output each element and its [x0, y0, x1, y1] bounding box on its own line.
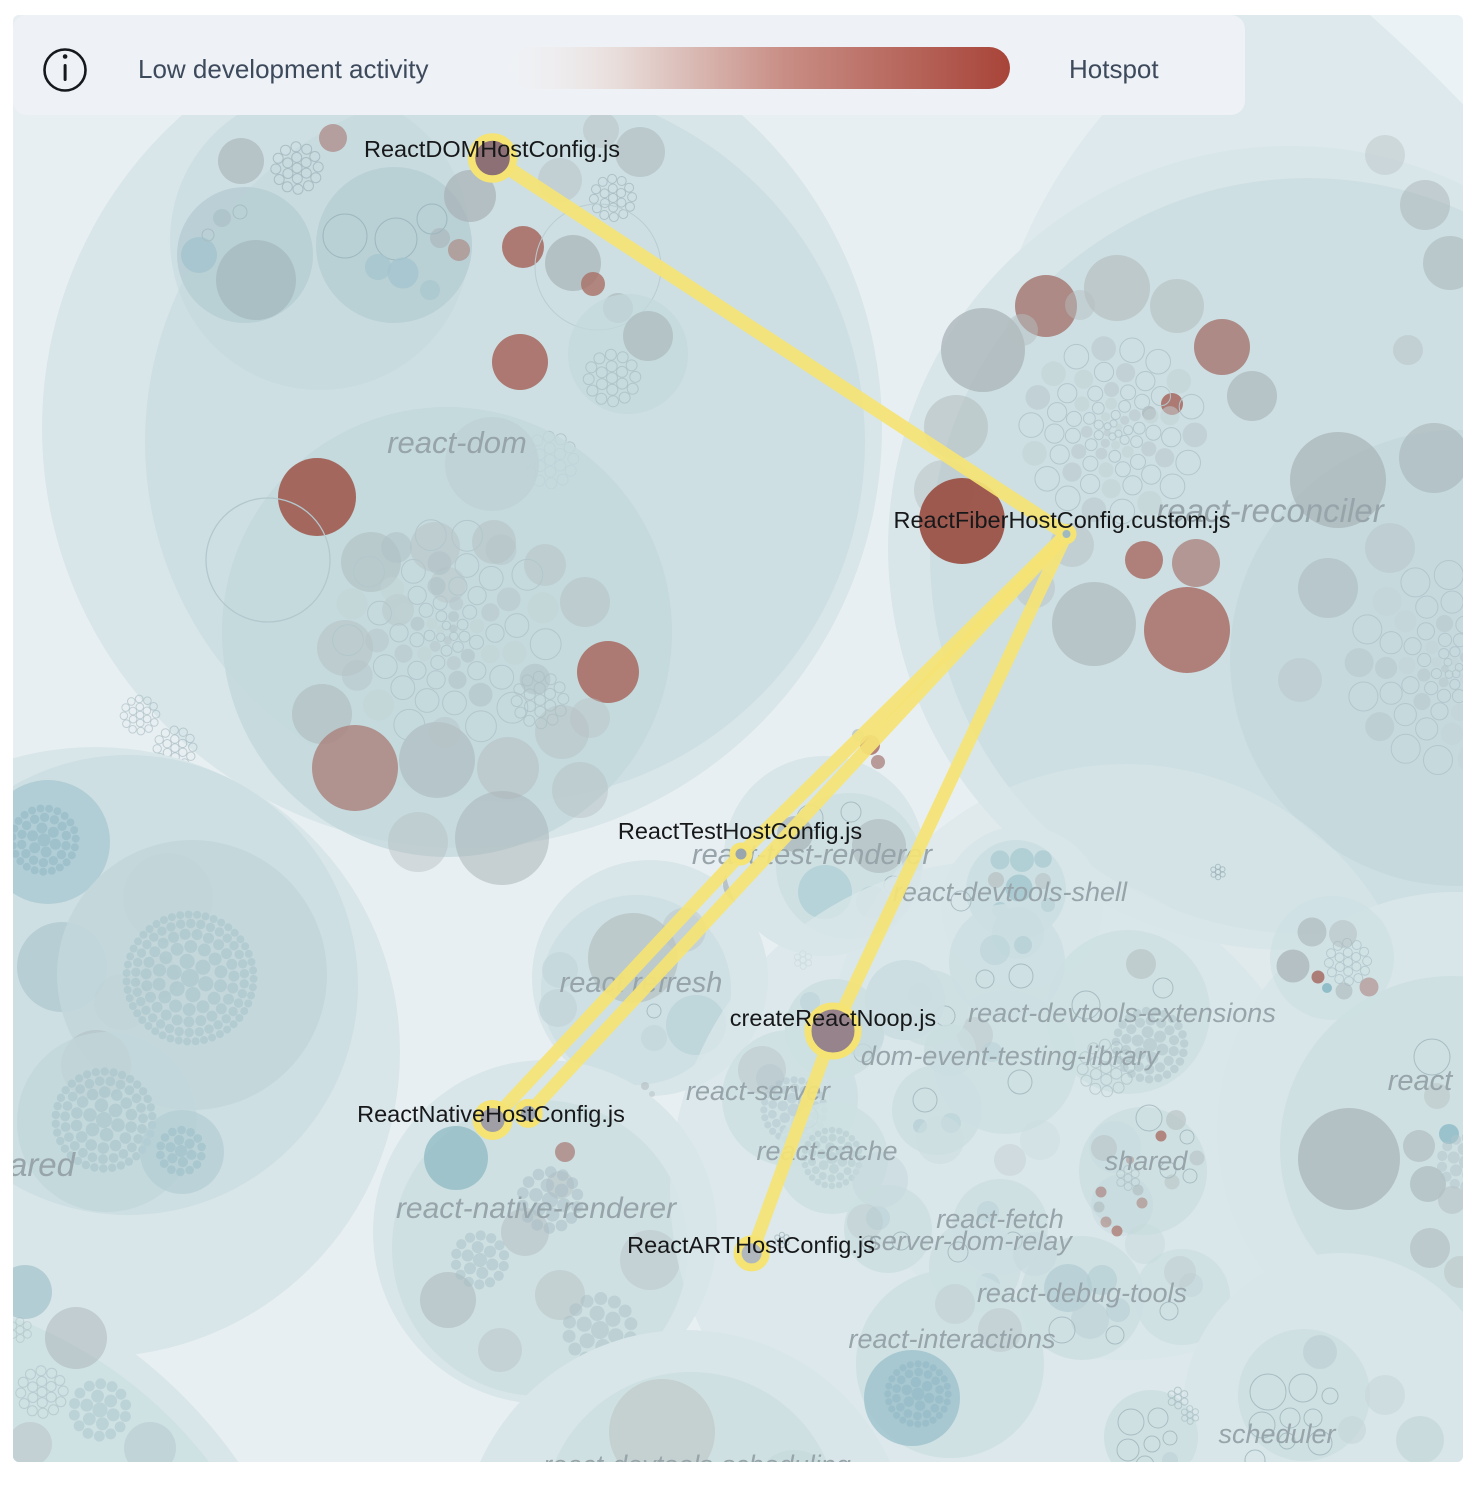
svg-text:dom-event-testing-library: dom-event-testing-library: [861, 1041, 1161, 1071]
svg-text:react-dom: react-dom: [387, 425, 527, 460]
svg-text:Low development activity: Low development activity: [138, 54, 428, 84]
svg-text:react-debug-tools: react-debug-tools: [977, 1278, 1187, 1308]
svg-text:createReactNoop.js: createReactNoop.js: [730, 1005, 936, 1031]
svg-text:shared: shared: [1105, 1146, 1189, 1176]
svg-text:react-interactions: react-interactions: [848, 1324, 1055, 1354]
svg-text:ReactTestHostConfig.js: ReactTestHostConfig.js: [618, 818, 862, 844]
svg-text:scheduler: scheduler: [1218, 1419, 1336, 1449]
svg-text:react-fetch: react-fetch: [936, 1204, 1064, 1234]
svg-text:react-devtools-extensions: react-devtools-extensions: [968, 998, 1276, 1028]
svg-text:react-cache: react-cache: [756, 1136, 897, 1166]
svg-text:ReactDOMHostConfig.js: ReactDOMHostConfig.js: [364, 136, 620, 162]
svg-text:react: react: [1388, 1065, 1454, 1097]
svg-text:ReactFiberHostConfig.custom.js: ReactFiberHostConfig.custom.js: [894, 507, 1231, 533]
svg-text:ared: ared: [9, 1146, 77, 1183]
svg-text:Hotspot: Hotspot: [1069, 54, 1159, 84]
svg-text:react-reconciler: react-reconciler: [1156, 492, 1385, 529]
svg-text:ReactNativeHostConfig.js: ReactNativeHostConfig.js: [357, 1101, 625, 1127]
svg-text:react-native-renderer: react-native-renderer: [396, 1192, 677, 1225]
svg-text:ReactARTHostConfig.js: ReactARTHostConfig.js: [627, 1232, 875, 1258]
svg-text:react-devtools-shell: react-devtools-shell: [893, 877, 1128, 907]
svg-text:react-devtools-scheduling: react-devtools-scheduling: [543, 1450, 851, 1480]
svg-text:server-dom-relay: server-dom-relay: [868, 1226, 1073, 1256]
